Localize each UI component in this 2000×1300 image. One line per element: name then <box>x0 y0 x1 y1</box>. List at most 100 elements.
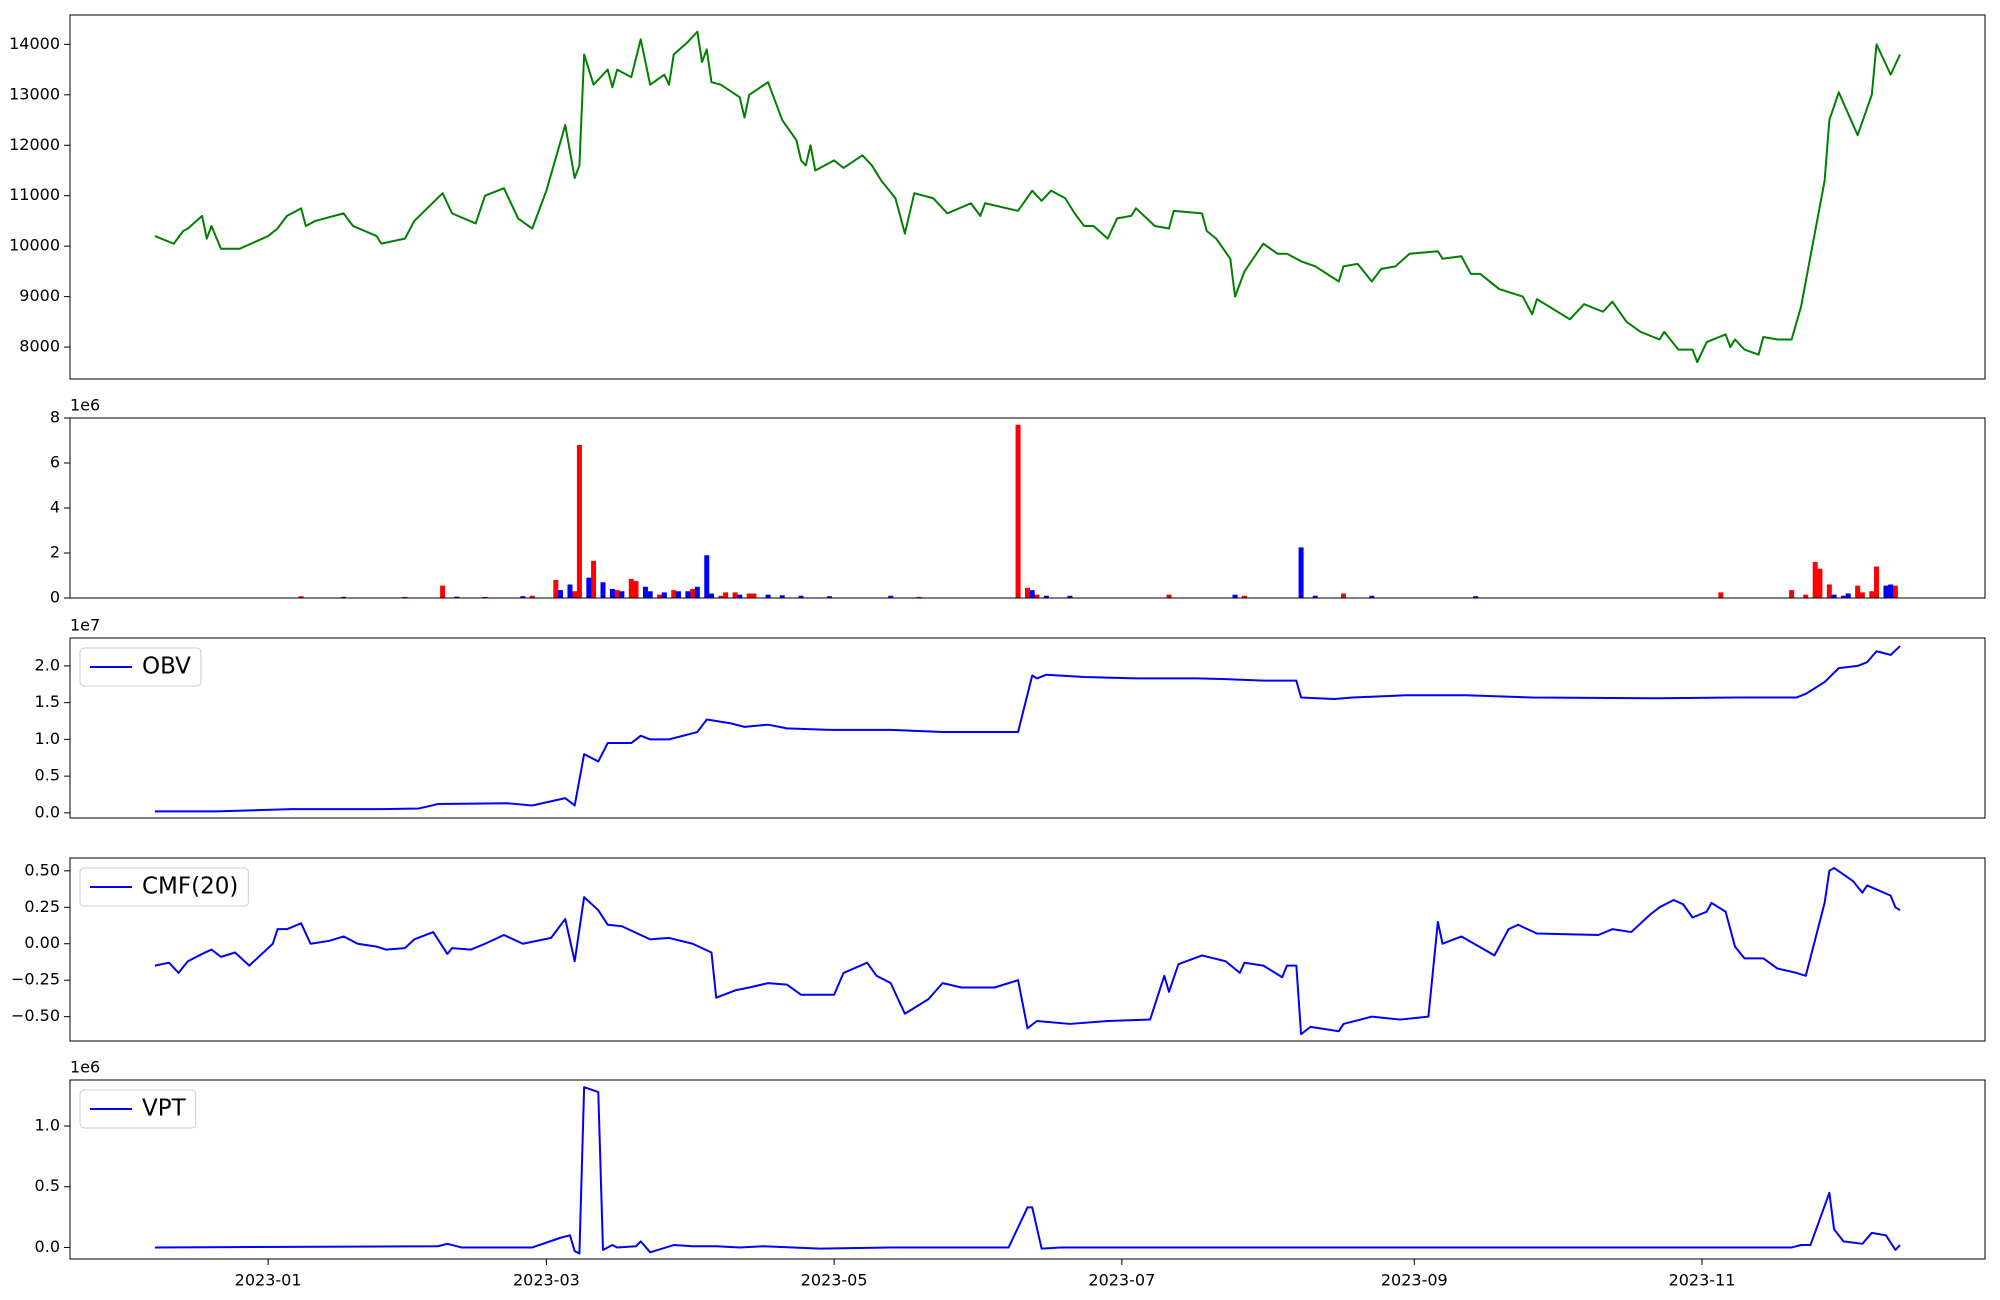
series-line <box>154 1086 1901 1255</box>
bar <box>1789 590 1795 598</box>
x-tick-label: 2023-01 <box>235 1271 302 1290</box>
bar <box>619 591 625 598</box>
bar <box>642 586 648 598</box>
panel: −0.50 −0.25 0.00 0.25 0.50 CMF(20) <box>11 857 1986 1042</box>
x-tick-label: 2023-03 <box>513 1271 580 1290</box>
bar <box>586 577 592 598</box>
bar <box>1840 595 1846 598</box>
y-tick-label: 0.25 <box>24 897 60 916</box>
axis-offset: 1e6 <box>70 396 100 415</box>
series-line <box>154 645 1901 813</box>
series-line <box>154 866 1901 1036</box>
bar <box>614 590 620 598</box>
axis-offset: 1e7 <box>70 616 100 635</box>
bar <box>732 592 738 598</box>
x-tick-label: 2023-05 <box>801 1271 868 1290</box>
bar <box>657 594 663 598</box>
y-tick-label: −0.50 <box>11 1006 60 1025</box>
bar <box>1034 594 1040 598</box>
bar <box>1855 585 1861 598</box>
plot-area <box>154 866 1901 1036</box>
bar <box>553 580 559 598</box>
bar <box>647 591 653 598</box>
legend-label: VPT <box>142 1096 187 1122</box>
y-tick-label: 0.50 <box>24 860 60 879</box>
bar <box>298 596 304 598</box>
bar <box>576 445 582 598</box>
plot-area <box>154 645 1901 813</box>
legend-box <box>79 1089 197 1129</box>
bar <box>708 593 714 598</box>
bar <box>341 596 347 598</box>
bar <box>888 595 894 598</box>
bar <box>633 581 639 598</box>
y-tick-label: 10000 <box>9 236 60 255</box>
bar <box>1892 585 1898 598</box>
bar <box>1015 424 1021 598</box>
y-tick-label: 1.5 <box>35 692 60 711</box>
y-tick-label: 13000 <box>9 84 60 103</box>
bar <box>751 593 757 598</box>
plot-area <box>298 424 1898 598</box>
bar <box>454 596 460 598</box>
y-tick-label: 12000 <box>9 135 60 154</box>
y-tick-label: 0.00 <box>24 933 60 952</box>
bar <box>798 595 804 598</box>
bar <box>1029 590 1035 598</box>
bar <box>1826 584 1832 598</box>
bar <box>1043 595 1049 598</box>
axis-offset: 1e6 <box>70 1058 100 1077</box>
legend: CMF(20) <box>79 867 249 907</box>
bar <box>609 589 615 598</box>
bar <box>779 595 785 598</box>
bar <box>723 592 729 598</box>
bar <box>591 560 597 598</box>
bar <box>1859 592 1865 598</box>
x-tick-label: 2023-07 <box>1088 1271 1155 1290</box>
series-line <box>154 30 1902 364</box>
bar <box>675 591 681 598</box>
bar <box>685 591 691 598</box>
bar <box>1883 585 1889 598</box>
plot-area <box>154 1086 1901 1255</box>
bar <box>1298 547 1304 598</box>
bar <box>746 593 752 598</box>
bar <box>1025 587 1030 598</box>
bar <box>1067 595 1073 598</box>
y-tick-label: 0 <box>50 588 60 607</box>
bar <box>402 596 408 598</box>
axes-frame <box>69 417 1986 599</box>
legend-label: OBV <box>142 654 191 680</box>
y-tick-label: −0.25 <box>11 970 60 989</box>
bar <box>916 596 922 598</box>
legend-box <box>79 867 249 907</box>
bar <box>1166 594 1172 598</box>
y-tick-label: 0.5 <box>35 766 60 785</box>
bar <box>1473 596 1479 598</box>
bar <box>567 584 573 598</box>
bar <box>671 590 677 598</box>
y-tick-label: 6 <box>50 453 60 472</box>
bar <box>440 585 446 598</box>
bar <box>704 555 710 598</box>
axes-frame <box>69 14 1986 380</box>
bar <box>1803 594 1809 598</box>
axes-frame <box>69 1079 1986 1260</box>
y-tick-label: 14000 <box>9 34 60 53</box>
bar <box>737 594 743 598</box>
bar <box>1312 595 1318 598</box>
bar <box>694 586 700 598</box>
bar <box>1845 593 1851 598</box>
y-tick-label: 11000 <box>9 185 60 204</box>
bar <box>1241 595 1247 598</box>
bar <box>718 595 724 598</box>
legend: VPT <box>79 1089 197 1129</box>
bar <box>520 596 526 598</box>
bar <box>1831 594 1837 598</box>
y-tick-label: 1.0 <box>35 1116 60 1135</box>
bar <box>1369 595 1375 598</box>
y-tick-label: 8000 <box>19 337 60 356</box>
axes-frame <box>69 637 1986 819</box>
y-tick-label: 1.0 <box>35 729 60 748</box>
